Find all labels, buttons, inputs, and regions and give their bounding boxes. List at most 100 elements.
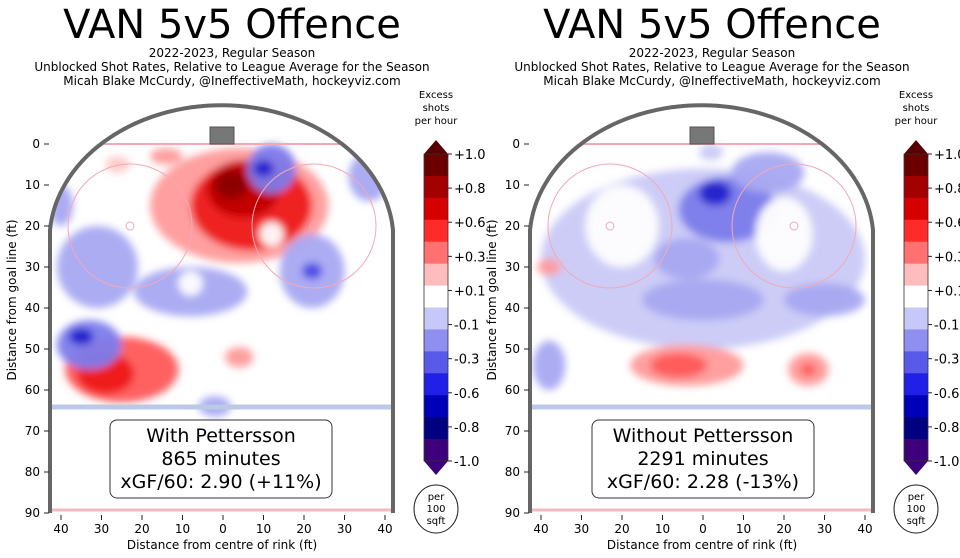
legend-line: 2291 minutes: [637, 448, 768, 470]
colorbar-swatch: [904, 219, 928, 243]
heatmap-blob: [320, 316, 369, 349]
colorbar-tick-label: -1.0: [934, 455, 959, 470]
heatmap-area: [50, 105, 393, 514]
colorbar-tick-label: -0.3: [454, 353, 479, 368]
colorbar-tick-label: +0.1: [454, 284, 486, 299]
colorbar-swatch: [424, 307, 448, 330]
colorbar-tick-label: -0.8: [934, 421, 959, 436]
y-tick-label: 80: [25, 465, 40, 479]
colorbar-tick-label: +0.8: [934, 182, 960, 197]
legend-line: xGF/60: 2.90 (+11%): [120, 471, 321, 493]
faceoff-dot-left: [605, 221, 615, 231]
colorbar-tick-label: +0.8: [454, 182, 486, 197]
y-axis: 0 10 20 30 40 50 60 70 80 90: [25, 137, 49, 520]
y-axis-label: Distance from goal line (ft): [5, 219, 19, 380]
y-tick-label: 70: [25, 424, 40, 438]
goal-net: [689, 126, 715, 145]
colorbar-tick-label: +0.3: [454, 250, 486, 265]
x-tick-label: 40: [53, 522, 68, 536]
heatmap-blob: [536, 258, 562, 276]
y-tick-label: 0: [32, 137, 40, 151]
heatmap-blob: [214, 170, 248, 200]
x-axis-label: Distance from centre of rink (ft): [127, 538, 317, 552]
legend-line: With Pettersson: [146, 425, 296, 447]
heatmap-blob: [585, 185, 659, 267]
colorbar-swatch: [904, 197, 928, 221]
colorbar-swatch: [904, 439, 928, 462]
y-tick-label: 20: [505, 219, 520, 233]
colorbar-swatch: [904, 395, 928, 418]
faceoff-circle-left: [547, 163, 673, 289]
colorbar-tick-label: +0.6: [934, 216, 960, 231]
colorbar-swatch: [904, 285, 928, 308]
colorbar-swatch: [424, 154, 448, 177]
colorbar-bottom-arrow: [904, 461, 928, 475]
colorbar-unit: 100: [426, 504, 445, 515]
x-tick-label: 10: [256, 522, 271, 536]
colorbar-unit: per: [428, 492, 446, 503]
colorbar-swatch: [424, 175, 448, 199]
x-tick-label: 0: [219, 522, 227, 536]
colorbar-swatch: [904, 373, 928, 396]
faceoff-dot-right: [309, 221, 319, 231]
colorbar-tick-label: +0.6: [454, 216, 486, 231]
colorbar-swatch: [424, 263, 448, 287]
x-tick-label: 0: [699, 522, 707, 536]
heatmap-blob: [253, 160, 274, 177]
heatmap-blob: [56, 320, 122, 370]
colorbar-tick-label: -1.0: [454, 455, 479, 470]
x-tick-label: 10: [655, 522, 670, 536]
y-tick-label: 50: [25, 342, 40, 356]
y-tick-label: 80: [505, 465, 520, 479]
colorbar-top-arrow: [904, 140, 928, 154]
colorbar-unit-badge: [893, 484, 939, 534]
colorbar-title: Excess: [899, 90, 933, 101]
x-axis-label: Distance from centre of rink (ft): [607, 538, 797, 552]
colorbar-tick-label: -0.8: [454, 421, 479, 436]
y-axis: 0 10 20 30 40 50 60 70 80 90: [505, 137, 529, 520]
y-tick-label: 60: [505, 383, 520, 397]
chart-subtitle-line: Micah Blake McCurdy, @IneffectiveMath, h…: [63, 74, 400, 88]
chart-title: VAN 5v5 Offence: [63, 2, 401, 48]
heatmap-blob: [225, 346, 254, 368]
x-tick-label: 30: [337, 522, 352, 536]
x-tick-label: 40: [533, 522, 548, 536]
x-axis: 40 30 20 10 0 10 20 30 40: [533, 515, 873, 536]
x-tick-label: 30: [574, 522, 589, 536]
colorbar-tick-label: +0.1: [934, 284, 960, 299]
colorbar-tick-label: +1.0: [934, 148, 960, 163]
colorbar-tick-label: -0.3: [934, 353, 959, 368]
colorbar-title: Excess: [419, 90, 453, 101]
colorbar-unit: 100: [906, 504, 925, 515]
colorbar-swatch: [904, 241, 928, 265]
heatmap-blob: [56, 226, 138, 308]
heatmap-blob: [69, 328, 94, 345]
colorbar: Excess shots per hour +1.0 +0.8 +0.6 +0.3 +0…: [893, 90, 960, 534]
y-tick-label: 90: [505, 506, 520, 520]
panel-right: VAN 5v5 Offence 2022-2023, Regular Seaso…: [485, 2, 960, 552]
colorbar-swatch: [424, 219, 448, 243]
y-tick-label: 30: [505, 260, 520, 274]
colorbar-title: shots: [423, 103, 450, 114]
colorbar-bottom-arrow: [424, 461, 448, 475]
y-tick-label: 60: [25, 383, 40, 397]
colorbar-swatch: [904, 307, 928, 330]
x-tick-label: 30: [817, 522, 832, 536]
colorbar-swatch: [424, 373, 448, 396]
colorbar-swatch: [904, 263, 928, 287]
x-tick-label: 20: [296, 522, 311, 536]
colorbar-swatch: [424, 395, 448, 418]
legend-box: Without Pettersson 2291 minutes xGF/60: …: [591, 419, 815, 499]
x-tick-label: 40: [377, 522, 392, 536]
heatmap-blob: [650, 353, 708, 378]
chart-title: VAN 5v5 Offence: [543, 2, 881, 48]
colorbar-swatch: [424, 285, 448, 308]
heatmap-blob: [654, 238, 720, 280]
colorbar-title: per hour: [415, 116, 459, 127]
y-tick-label: 40: [25, 301, 40, 315]
y-tick-label: 40: [505, 301, 520, 315]
colorbar-swatch: [424, 197, 448, 221]
heatmap-blob: [642, 279, 764, 321]
colorbar-tick-label: -0.6: [454, 387, 479, 402]
colorbar-swatch: [424, 329, 448, 352]
